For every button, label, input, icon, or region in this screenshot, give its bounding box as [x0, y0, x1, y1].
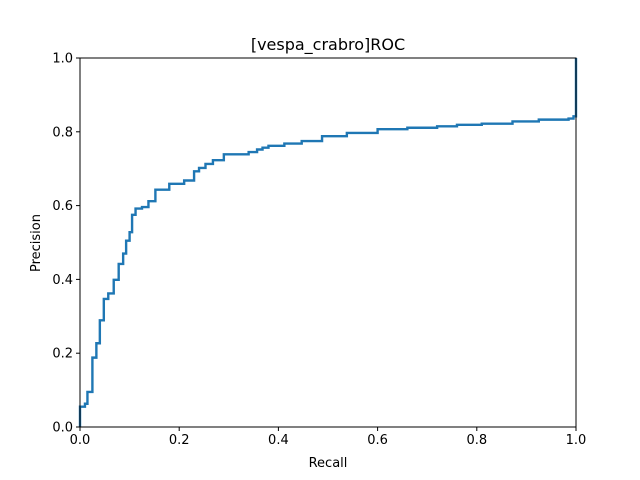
y-tick-label: 0.6 — [52, 199, 73, 214]
precision-recall-curve — [78, 58, 578, 427]
y-axis-title: Precision — [29, 214, 44, 272]
x-tick-label: 0.2 — [169, 433, 190, 448]
chart-title: [vespa_crabro]ROC — [251, 35, 405, 55]
plot-area — [78, 58, 578, 427]
x-tick-label: 0.0 — [70, 433, 91, 448]
y-tick-label: 1.0 — [52, 52, 73, 67]
x-tick-label: 0.6 — [367, 433, 388, 448]
y-tick-label: 0.0 — [52, 421, 73, 436]
x-tick-label: 1.0 — [566, 433, 587, 448]
y-tick-label: 0.4 — [52, 273, 73, 288]
y-tick-label: 0.8 — [52, 125, 73, 140]
axis-ticks: 0.0 0.2 0.4 0.6 0.8 1.0 0.0 0.2 0.4 0.6 0.8 1.0 — [52, 52, 586, 449]
x-axis-title: Recall — [309, 456, 348, 471]
x-tick-label: 0.4 — [268, 433, 289, 448]
axes-frame — [79, 57, 577, 428]
y-tick-label: 0.2 — [52, 347, 73, 362]
x-tick-label: 0.8 — [466, 433, 487, 448]
